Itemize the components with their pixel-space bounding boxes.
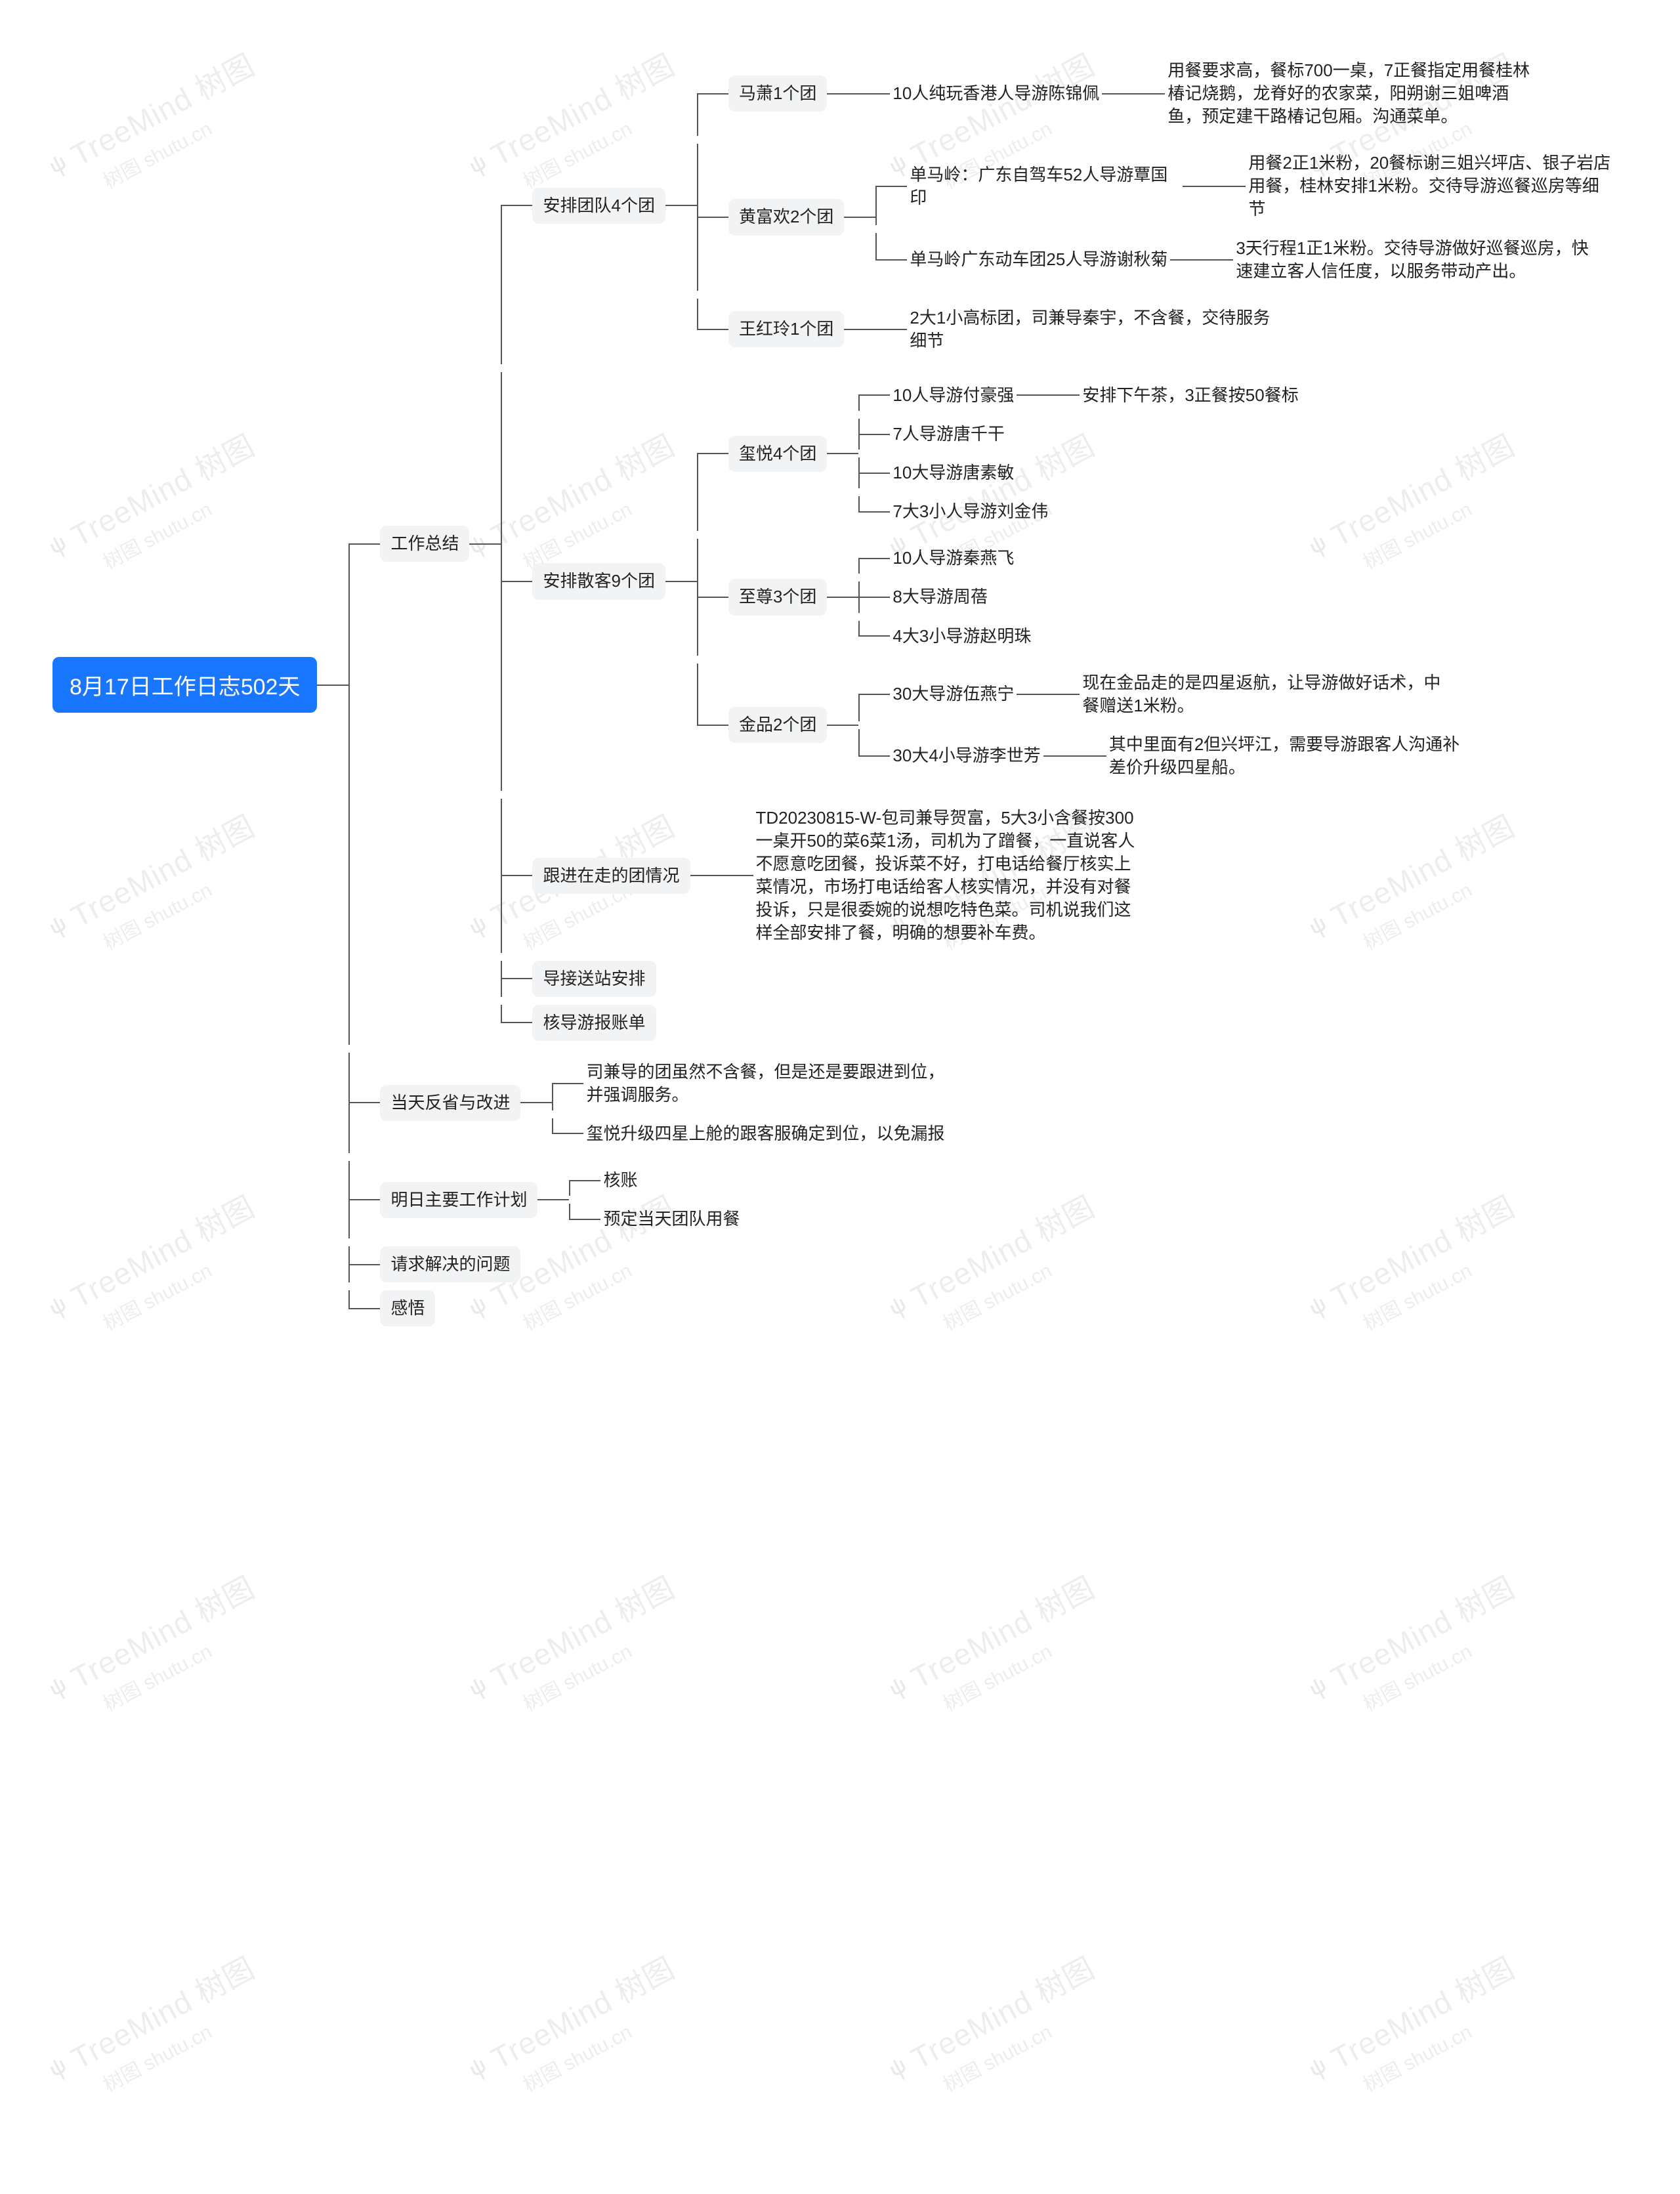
leaf[interactable]: 2大1小高标团，司兼导秦宇，不含餐，交待服务细节 [907,303,1274,356]
watermark: TreeMind 树图树图 shutu.cn [455,1564,695,1738]
note: 用餐2正1米粉，20餐标谢三姐兴坪店、银子岩店用餐，桂林安排1米粉。交待导游巡餐… [1246,148,1613,224]
watermark: TreeMind 树图树图 shutu.cn [875,1945,1115,2119]
leaf[interactable]: 10人纯玩香港人导游陈锦佩 [890,78,1102,109]
leaf[interactable]: 7大3小人导游刘金伟 [890,496,1051,527]
mindmap: 8月17日工作日志502天 工作总结 安排团队4个团 [52,39,1613,1330]
leaf[interactable]: 4大3小导游赵明珠 [890,621,1034,652]
node-jinpin[interactable]: 金品2个团 [728,707,827,743]
note: 现在金品走的是四星返航，让导游做好话术，中餐赠送1米粉。 [1080,667,1447,721]
watermark: TreeMind 树图树图 shutu.cn [1295,1564,1535,1738]
leaf[interactable]: 司兼导的团虽然不含餐，但是还是要跟进到位，并强调服务。 [583,1057,951,1110]
node-arrange-individual[interactable]: 安排散客9个团 [532,563,665,599]
node-transfer[interactable]: 导接送站安排 [532,961,656,997]
root-node[interactable]: 8月17日工作日志502天 [52,657,317,713]
node-reflection[interactable]: 当天反省与改进 [380,1085,520,1121]
watermark: TreeMind 树图树图 shutu.cn [1295,1945,1535,2119]
leaf[interactable]: 玺悦升级四星上舱的跟客服确定到位，以免漏报 [583,1118,947,1149]
node-followup[interactable]: 跟进在走的团情况 [532,858,690,894]
node-tomorrow-plan[interactable]: 明日主要工作计划 [380,1182,537,1218]
note: 安排下午茶，3正餐按50餐标 [1080,380,1301,411]
node-xiyue[interactable]: 玺悦4个团 [728,436,827,472]
leaf[interactable]: 10大导游唐素敏 [890,457,1017,488]
watermark: TreeMind 树图树图 shutu.cn [875,1564,1115,1738]
node-request[interactable]: 请求解决的问题 [380,1246,520,1282]
note: TD20230815-W-包司兼导贺富，5大3小含餐按300一桌开50的菜6菜1… [753,803,1147,949]
watermark: TreeMind 树图树图 shutu.cn [455,1945,695,2119]
node-wanghongling[interactable]: 王红玲1个团 [728,311,844,347]
node-maxiao[interactable]: 马萧1个团 [728,75,827,112]
leaf[interactable]: 单马岭广东动车团25人导游谢秋菊 [907,244,1170,275]
node-arrange-team[interactable]: 安排团队4个团 [532,188,665,224]
node-zhizun[interactable]: 至尊3个团 [728,579,827,615]
leaf[interactable]: 预定当天团队用餐 [600,1204,742,1234]
node-insight[interactable]: 感悟 [380,1290,435,1326]
leaf[interactable]: 10人导游秦燕飞 [890,543,1017,574]
watermark: TreeMind 树图树图 shutu.cn [35,1945,275,2119]
leaf[interactable]: 核账 [600,1165,640,1196]
leaf[interactable]: 30大导游伍燕宁 [890,679,1017,709]
leaf[interactable]: 8大导游周蓓 [890,581,990,612]
leaf[interactable]: 10人导游付豪强 [890,380,1017,411]
leaf[interactable]: 7人导游唐千干 [890,419,1007,450]
note: 用餐要求高，餐标700一桌，7正餐指定用餐桂林椿记烧鹅，龙脊好的农家菜，阳朔谢三… [1165,55,1532,132]
node-huangfuhuan[interactable]: 黄富欢2个团 [728,199,844,235]
leaf[interactable]: 30大4小导游李世芳 [890,740,1043,771]
note: 其中里面有2但兴坪江，需要导游跟客人沟通补差价升级四星船。 [1106,729,1474,783]
node-audit-guide[interactable]: 核导游报账单 [532,1005,656,1041]
watermark: TreeMind 树图树图 shutu.cn [35,1564,275,1738]
leaf[interactable]: 单马岭：广东自驾车52人导游覃国印 [907,159,1183,213]
node-work-summary[interactable]: 工作总结 [380,526,469,562]
note: 3天行程1正1米粉。交待导游做好巡餐巡房，快速建立客人信任度，以服务带动产出。 [1233,233,1601,287]
level1-children: 工作总结 安排团队4个团 马萧1个团 [348,39,1613,1330]
